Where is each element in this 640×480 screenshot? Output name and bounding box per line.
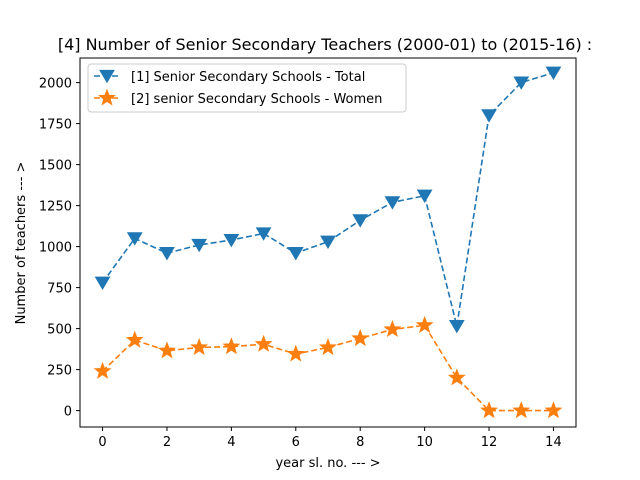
legend-entry: [1] Senior Secondary Schools - Total [94, 69, 365, 85]
plot-frame [79, 57, 577, 428]
y-tick-label: 1250 [39, 200, 72, 215]
legend-label: [1] Senior Secondary Schools - Total [131, 70, 365, 85]
series-1-point [320, 235, 336, 249]
x-axis-ticks: 0 2 4 6 8 10 12 14 [98, 427, 562, 450]
series-2-point [222, 337, 241, 355]
series-2-line [101, 324, 554, 412]
y-axis-label: Number of teachers --- > [14, 162, 29, 325]
series-2-point [480, 401, 499, 419]
y-tick-label: 750 [47, 282, 72, 297]
x-tick-label: 0 [98, 435, 106, 450]
x-tick-label: 2 [163, 435, 171, 450]
legend-marker [99, 69, 115, 84]
y-axis-ticks: 0 250 500 750 1000 1250 1500 1750 2000 [39, 77, 80, 420]
series-1-point [126, 232, 143, 246]
series-2-point [512, 401, 531, 419]
x-tick-label: 10 [416, 435, 433, 450]
plot-area [93, 66, 563, 419]
series-1-point [448, 320, 465, 334]
legend-marker [98, 88, 116, 106]
x-tick-label: 14 [545, 435, 562, 450]
y-tick-label: 1500 [39, 159, 72, 174]
series-2-point [319, 338, 337, 356]
series-1-point [545, 66, 562, 81]
series-2-point [254, 334, 273, 352]
x-tick-label: 6 [292, 435, 300, 450]
series-2-point [351, 329, 370, 347]
chart-title: [4] Number of Senior Secondary Teachers … [58, 35, 592, 54]
series-2-point [383, 319, 402, 338]
series-1-point [287, 247, 304, 261]
series-1-point [481, 109, 497, 123]
x-tick-label: 8 [356, 435, 364, 450]
y-tick-label: 1750 [39, 118, 72, 133]
legend-entry: [2] senior Secondary Schools - Women [94, 88, 382, 107]
series-1-point [513, 76, 530, 90]
x-tick-label: 4 [227, 435, 235, 450]
series-1-point [255, 227, 272, 241]
legend-label: [2] senior Secondary Schools - Women [131, 92, 382, 107]
series-1-point [191, 238, 208, 253]
y-tick-label: 2000 [39, 77, 72, 92]
series-1-point [352, 214, 369, 228]
series-2-point [125, 330, 144, 348]
series-1-point [94, 276, 111, 290]
series-2-point [93, 361, 112, 379]
series-2-point [447, 368, 466, 386]
legend: [1] Senior Secondary Schools - Total [2] … [87, 63, 407, 113]
series-2-point [415, 315, 434, 333]
series-2 [93, 315, 563, 419]
series-1-point [416, 189, 433, 204]
y-tick-label: 0 [64, 405, 72, 420]
series-1-point [384, 196, 401, 210]
y-tick-label: 1000 [39, 241, 72, 256]
x-tick-label: 12 [481, 435, 498, 450]
x-axis-label: year sl. no. --- > [275, 456, 380, 471]
series-1-point [159, 247, 175, 261]
legend-box [87, 63, 407, 113]
series-2-point [157, 341, 176, 359]
series-2-point [544, 401, 563, 419]
series-1-point [223, 233, 240, 248]
y-tick-label: 250 [47, 364, 72, 379]
y-tick-label: 500 [47, 323, 72, 338]
series-2-point [190, 338, 209, 356]
series-1-line [101, 71, 554, 327]
series-2-point [286, 344, 305, 362]
series-1 [94, 66, 562, 334]
